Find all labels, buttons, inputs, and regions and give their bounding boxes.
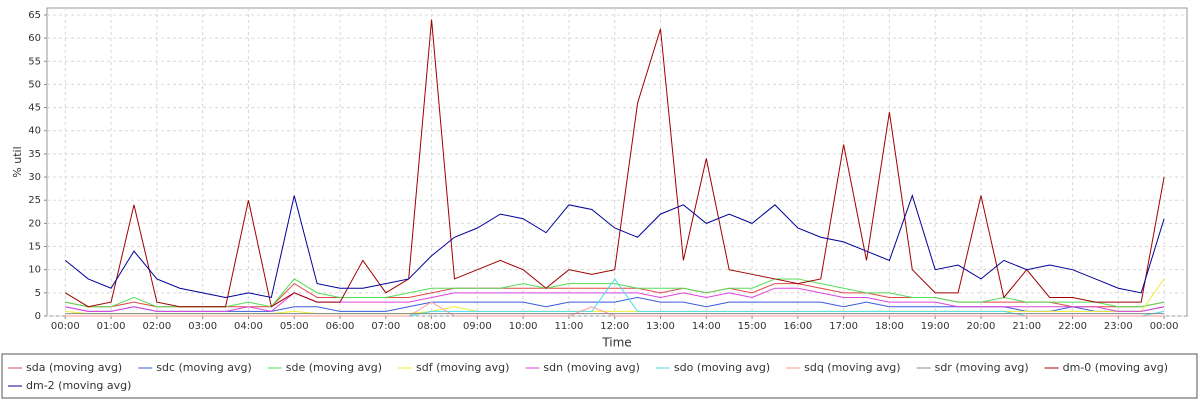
legend-label: dm-0 (moving avg) — [1063, 361, 1168, 374]
x-tick-label: 09:00 — [463, 321, 492, 332]
x-tick-label: 10:00 — [509, 321, 538, 332]
x-tick-label: 03:00 — [188, 321, 217, 332]
y-tick-label: 15 — [28, 242, 41, 253]
series-line — [65, 287, 1165, 312]
series-line — [65, 278, 1165, 308]
y-tick-label: 60 — [28, 33, 41, 44]
legend-label: sdn (moving avg) — [543, 361, 639, 374]
y-tick-label: 5 — [35, 288, 41, 299]
x-axis-label: Time — [601, 336, 631, 350]
x-tick-label: 11:00 — [555, 321, 584, 332]
y-tick-label: 35 — [28, 149, 41, 160]
x-tick-label: 20:00 — [967, 321, 996, 332]
y-axis-label: % util — [11, 146, 24, 177]
y-tick-label: 0 — [35, 311, 41, 322]
legend-label: sdr (moving avg) — [935, 361, 1029, 374]
series-line — [65, 301, 1165, 317]
legend-label: sdf (moving avg) — [416, 361, 509, 374]
x-tick-label: 21:00 — [1012, 321, 1041, 332]
x-tick-label: 17:00 — [829, 321, 858, 332]
x-tick-label: 02:00 — [142, 321, 171, 332]
x-tick-label: 12:00 — [600, 321, 629, 332]
series-line — [65, 19, 1165, 308]
y-tick-label: 65 — [28, 10, 41, 21]
legend-label: sdc (moving avg) — [156, 361, 252, 374]
x-tick-label: 13:00 — [646, 321, 675, 332]
x-tick-label: 23:00 — [1104, 321, 1133, 332]
x-tick-label: 06:00 — [326, 321, 355, 332]
y-tick-label: 45 — [28, 103, 41, 114]
x-tick-label: 00:00 — [51, 321, 80, 332]
x-tick-label: 19:00 — [921, 321, 950, 332]
y-tick-label: 50 — [28, 79, 41, 90]
x-tick-label: 01:00 — [97, 321, 126, 332]
y-tick-label: 30 — [28, 172, 41, 183]
x-tick-label: 00:00 — [1150, 321, 1179, 332]
x-tick-label: 14:00 — [692, 321, 721, 332]
x-tick-label: 18:00 — [875, 321, 904, 332]
legend — [1, 353, 1198, 399]
x-tick-label: 04:00 — [234, 321, 263, 332]
legend-label: sdq (moving avg) — [804, 361, 900, 374]
y-tick-label: 25 — [28, 195, 41, 206]
legend-label: sde (moving avg) — [286, 361, 382, 374]
y-tick-label: 40 — [28, 126, 41, 137]
legend-label: sdo (moving avg) — [674, 361, 770, 374]
legend-label: dm-2 (moving avg) — [26, 379, 131, 392]
legend-label: sda (moving avg) — [26, 361, 122, 374]
x-tick-label: 08:00 — [417, 321, 446, 332]
x-tick-label: 16:00 — [783, 321, 812, 332]
x-tick-label: 22:00 — [1058, 321, 1087, 332]
y-tick-label: 10 — [28, 265, 41, 276]
x-tick-label: 07:00 — [371, 321, 400, 332]
series-line — [64, 193, 1165, 299]
x-tick-label: 05:00 — [280, 321, 309, 332]
y-tick-label: 20 — [28, 218, 41, 229]
y-tick-label: 55 — [28, 56, 41, 67]
x-tick-label: 15:00 — [738, 321, 767, 332]
